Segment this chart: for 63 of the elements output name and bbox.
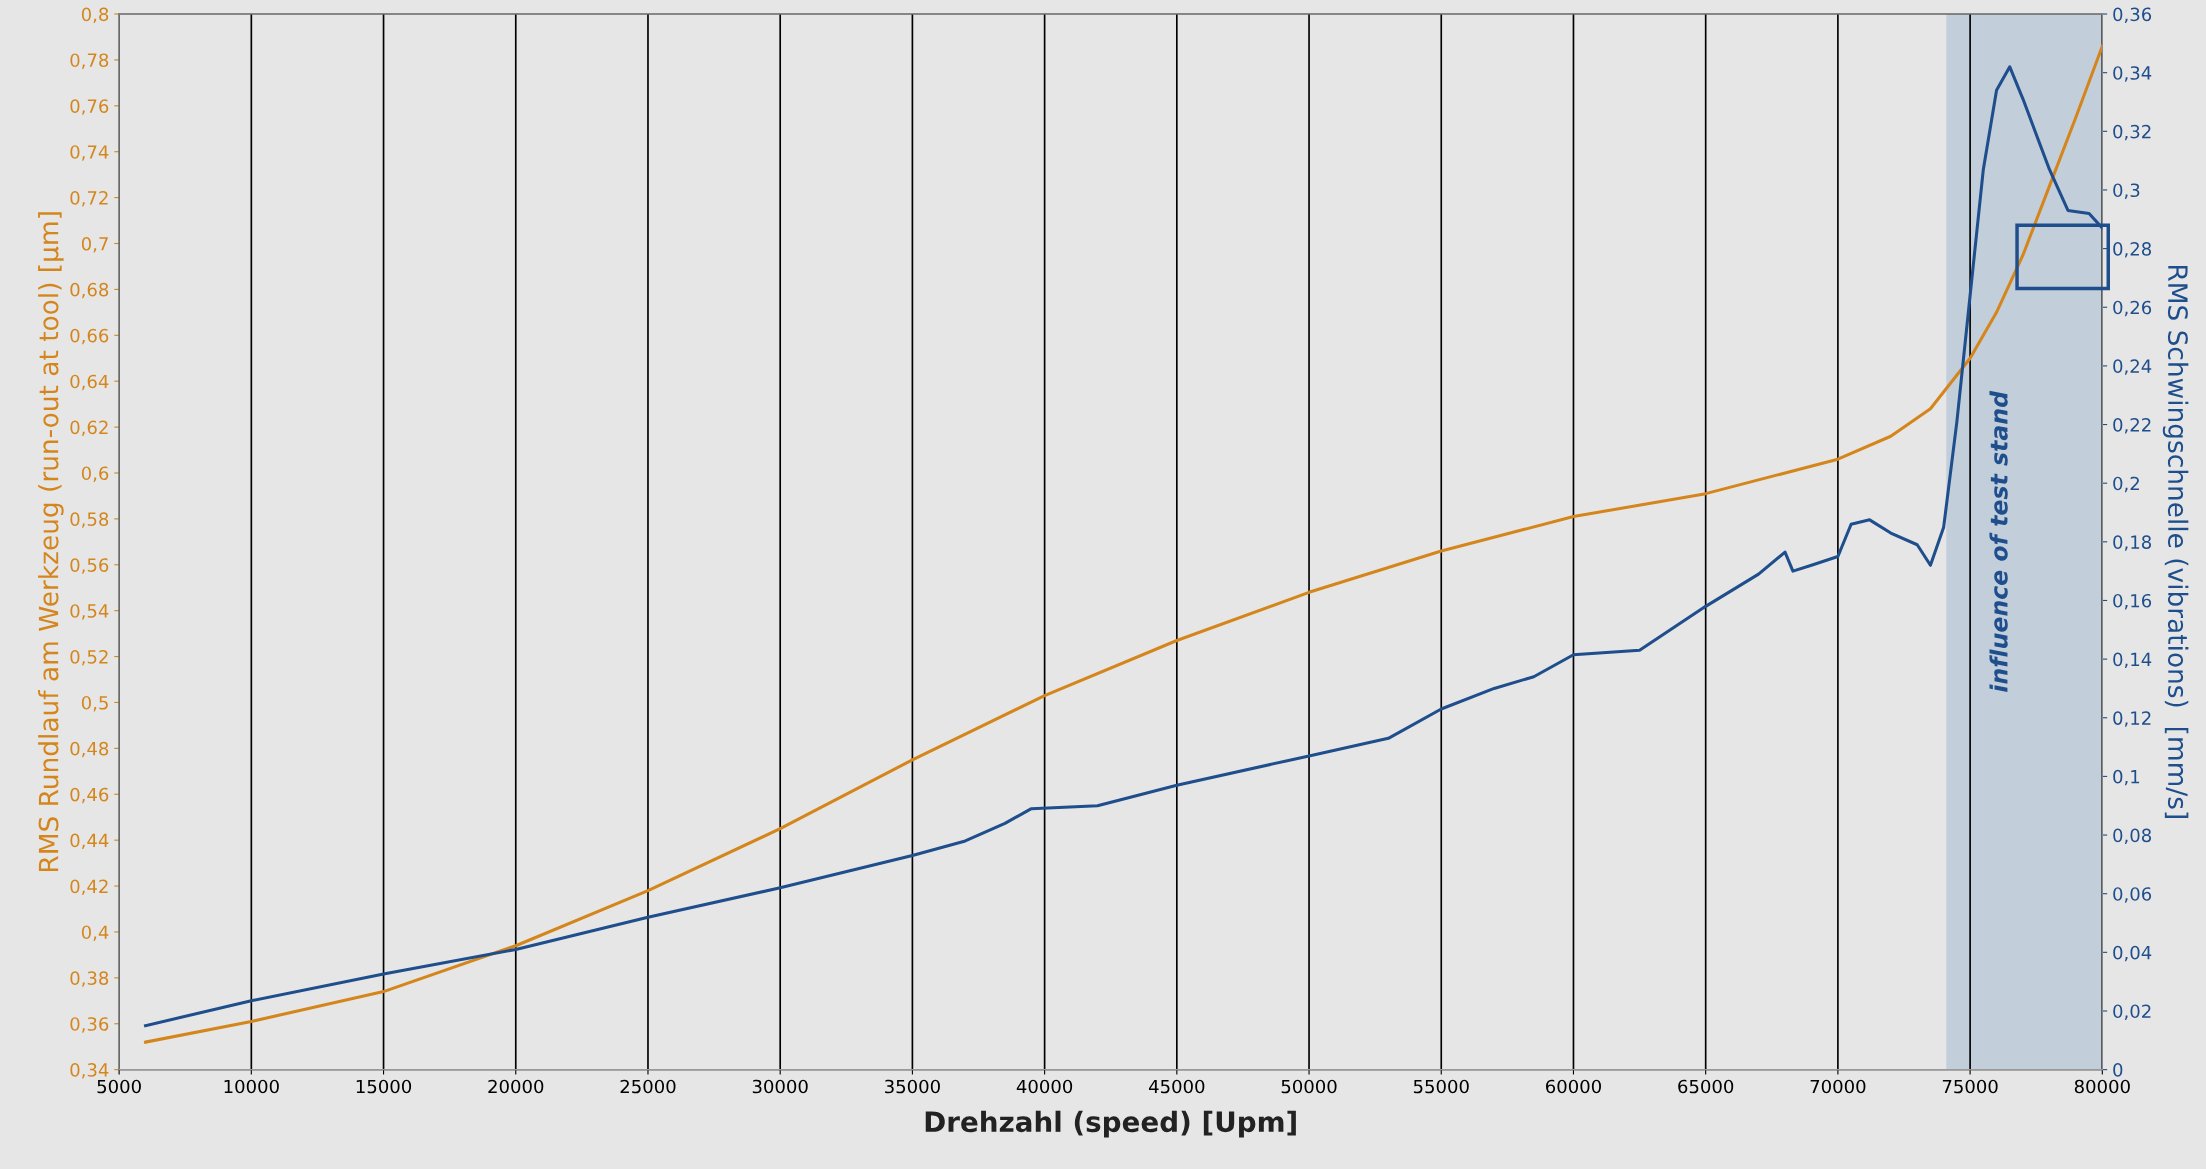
y2-tick-label: 0,2 [2113, 476, 2139, 493]
y2-tick-label: 0,14 [2113, 652, 2152, 669]
y2-tick-label: 0,18 [2113, 535, 2152, 551]
y-tick-label: 0,34 [70, 1063, 109, 1079]
x-tick-label: 20000 [488, 1079, 544, 1094]
y2-tick-label: 0,12 [2113, 711, 2151, 727]
y2-tick-label: 0,24 [2113, 359, 2152, 375]
y2-tick-label: 0,32 [2113, 124, 2151, 141]
x-tick-label: 35000 [885, 1079, 940, 1094]
y-tick-label: 0,54 [70, 604, 109, 620]
y-tick-label: 0,46 [70, 787, 109, 804]
y-tick-label: 0,4 [81, 925, 109, 941]
x-tick-label: 55000 [1413, 1079, 1469, 1094]
x-tick-label: 65000 [1678, 1079, 1734, 1094]
y2-tick-label: 0,34 [2113, 66, 2152, 82]
x-tick-label: 70000 [1810, 1079, 1866, 1094]
x-tick-label: 80000 [2074, 1079, 2130, 1094]
y-tick-label: 0,66 [70, 328, 109, 345]
y2-tick-label: 0,26 [2113, 300, 2152, 317]
y-tick-label: 0,78 [70, 53, 109, 69]
y2-tick-label: 0,16 [2113, 593, 2152, 610]
y-tick-label: 0,6 [81, 466, 109, 482]
y-tick-label: 0,62 [70, 420, 108, 437]
x-tick-label: 60000 [1546, 1079, 1601, 1094]
y-tick-label: 0,56 [70, 558, 109, 574]
y2-tick-label: 0,1 [2113, 769, 2140, 786]
y-tick-label: 0,64 [70, 374, 109, 391]
y2-tick-label: 0,06 [2113, 887, 2152, 903]
x-tick-label: 25000 [620, 1079, 676, 1094]
x-tick-label: 40000 [1016, 1079, 1073, 1094]
band-label: influence of test stand [1989, 390, 2008, 692]
y-tick-label: 0,58 [70, 512, 109, 528]
y-axis-title: RMS Rundlauf am Werkzeug (run-out at tool) [µm] [38, 212, 64, 871]
y-tick-label: 0,74 [70, 145, 109, 161]
x-tick-label: 45000 [1148, 1079, 1205, 1094]
y2-tick-label: 0 [2113, 1063, 2123, 1077]
x-tick-label: 15000 [356, 1079, 412, 1094]
x-tick-label: 75000 [1942, 1079, 1998, 1094]
y-tick-label: 0,52 [70, 650, 108, 666]
y2-tick-label: 0,22 [2113, 418, 2151, 434]
x-axis-title: Drehzahl (speed) [Upm] [925, 1110, 1296, 1138]
y2-tick-label: 0,04 [2113, 945, 2152, 962]
y2-tick-label: 0,28 [2113, 242, 2152, 258]
x-tick-label: 5000 [97, 1079, 141, 1094]
y-tick-label: 0,5 [81, 695, 108, 712]
y-tick-label: 0,72 [70, 191, 108, 207]
y-tick-label: 0,38 [70, 971, 109, 987]
y-tick-label: 0,44 [70, 833, 109, 850]
y2-axis-title: RMS Schwingschnelle (vibrations) [mm/s] [2162, 265, 2189, 818]
y-tick-label: 0,68 [70, 282, 109, 299]
y-tick-label: 0,7 [81, 236, 108, 253]
x-tick-label: 30000 [752, 1079, 808, 1094]
y-tick-label: 0,48 [70, 741, 109, 758]
y2-tick-label: 0,08 [2113, 828, 2152, 845]
x-tick-label: 10000 [224, 1079, 279, 1094]
y2-tick-label: 0,36 [2113, 7, 2152, 23]
y2-tick-label: 0,02 [2113, 1004, 2151, 1020]
y2-tick-label: 0,3 [2113, 183, 2140, 199]
x-tick-label: 50000 [1281, 1079, 1337, 1094]
y-tick-label: 0,36 [70, 1017, 109, 1033]
y-tick-label: 0,8 [81, 7, 109, 23]
y-tick-label: 0,76 [70, 99, 109, 115]
y-tick-label: 0,42 [70, 879, 108, 896]
